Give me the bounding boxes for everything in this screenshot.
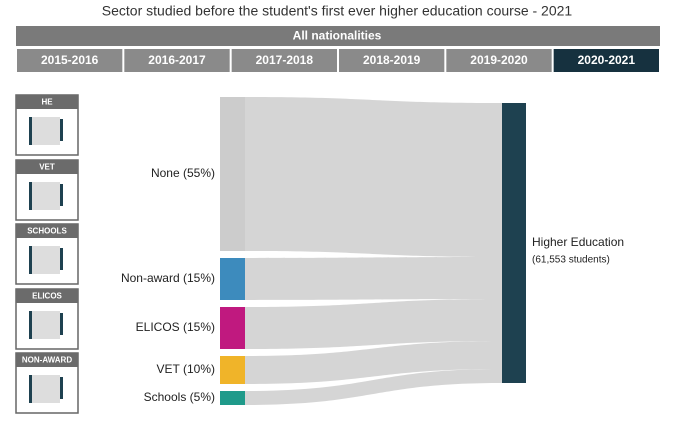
- page-title: Sector studied before the student's firs…: [102, 3, 573, 19]
- thumbnail-sketch-node: [60, 248, 63, 270]
- flow: [245, 97, 502, 257]
- year-tab[interactable]: [124, 49, 230, 72]
- year-tab-label: 2018-2019: [363, 53, 421, 67]
- thumbnail-header: [16, 289, 78, 303]
- filter-label: All nationalities: [293, 29, 382, 43]
- source-label: ELICOS (15%): [136, 320, 215, 334]
- flow: [245, 299, 502, 349]
- thumbnail-sketch: [30, 246, 60, 274]
- source-label: Non-award (15%): [121, 271, 215, 285]
- thumbnail-sketch: [30, 375, 60, 403]
- source-node: [220, 97, 245, 251]
- year-tab-label: 2015-2016: [41, 53, 99, 67]
- thumbnail-sketch-node: [29, 375, 32, 403]
- thumbnail-sketch-node: [60, 313, 63, 335]
- year-tab[interactable]: [553, 49, 659, 72]
- source-node: [220, 258, 245, 300]
- thumbnail-sketch: [30, 182, 60, 210]
- year-tab-label: 2017-2018: [256, 53, 314, 67]
- thumbnail-label: ELICOS: [32, 292, 62, 301]
- target-note: (61,553 students): [532, 255, 610, 266]
- year-tab-label: 2020-2021: [578, 53, 636, 67]
- filter-bar[interactable]: [16, 26, 660, 46]
- thumbnail-sketch-node: [60, 119, 63, 141]
- source-node: [220, 356, 245, 384]
- year-tab[interactable]: [339, 49, 445, 72]
- flow: [245, 369, 502, 405]
- flow: [245, 341, 502, 384]
- source-node: [220, 307, 245, 349]
- thumbnail-sketch-node: [60, 377, 63, 399]
- year-tab-label: 2019-2020: [470, 53, 528, 67]
- thumbnail-sketch-node: [29, 311, 32, 339]
- target-node: [502, 103, 526, 383]
- source-label: VET (10%): [157, 362, 215, 376]
- thumbnail-label: VET: [39, 163, 55, 172]
- thumbnail-sketch-node: [29, 246, 32, 274]
- thumbnail-sketch: [30, 117, 60, 145]
- year-tab[interactable]: [17, 49, 123, 72]
- source-label: Schools (5%): [144, 390, 215, 404]
- thumbnail-header: [16, 160, 78, 174]
- year-tab[interactable]: [446, 49, 552, 72]
- thumbnail-sketch-node: [29, 182, 32, 210]
- source-label: None (55%): [151, 166, 215, 180]
- year-tab[interactable]: [231, 49, 337, 72]
- year-tab-label: 2016-2017: [148, 53, 206, 67]
- thumbnail-label: SCHOOLS: [27, 227, 67, 236]
- thumbnail-header: [16, 353, 78, 367]
- thumbnail-header: [16, 224, 78, 238]
- thumbnail-sketch: [30, 311, 60, 339]
- source-node: [220, 391, 245, 405]
- flow: [245, 257, 502, 300]
- thumbnail-header: [16, 95, 78, 109]
- target-label: Higher Education: [532, 235, 624, 249]
- thumbnail-label: HE: [41, 98, 53, 107]
- thumbnail-label: NON-AWARD: [22, 356, 72, 365]
- thumbnail-sketch-node: [60, 184, 63, 206]
- thumbnail-sketch-node: [29, 117, 32, 145]
